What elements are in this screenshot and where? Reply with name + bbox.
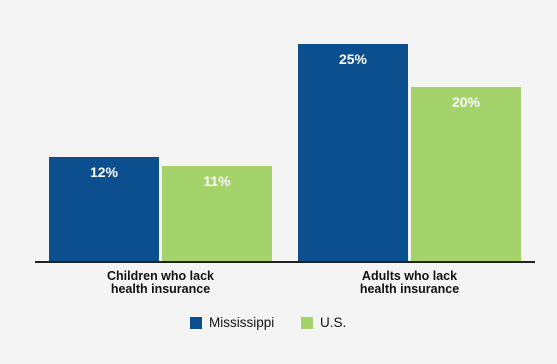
value-label: 25%: [338, 51, 368, 67]
baseline: [35, 261, 535, 263]
bar: [298, 44, 408, 261]
value-label: 11%: [203, 172, 231, 189]
legend-swatch: [301, 317, 313, 329]
value-label: 12%: [89, 163, 119, 180]
legend-label: U.S.: [320, 315, 347, 330]
bar: [49, 156, 159, 261]
value-label: 20%: [451, 94, 481, 111]
bar: [411, 87, 521, 261]
bar: [162, 165, 272, 261]
legend-label: Mississippi: [209, 315, 275, 330]
x-tick-label: Adults who lack health insurance: [359, 269, 460, 296]
legend-swatch: [190, 317, 202, 329]
x-tick-label: Children who lack health insurance: [107, 269, 214, 296]
